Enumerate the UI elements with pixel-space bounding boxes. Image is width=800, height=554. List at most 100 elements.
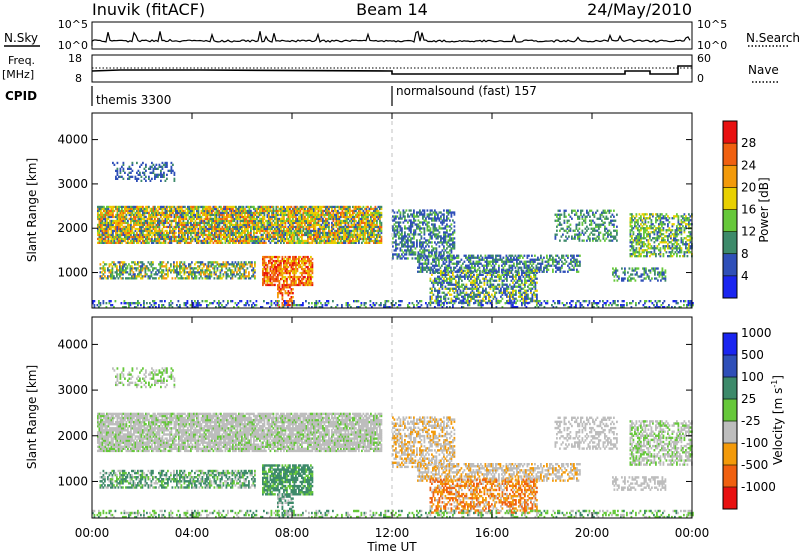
power-cell (133, 209, 135, 213)
power-cell (179, 217, 182, 221)
power-cell (206, 241, 209, 244)
power-cell (302, 239, 305, 243)
power-cell (107, 217, 110, 221)
power-cell (289, 257, 291, 261)
power-cell (248, 207, 251, 211)
power-cell (238, 223, 240, 227)
power-cell (284, 284, 287, 287)
power-cell (164, 213, 167, 217)
power-cell (101, 229, 104, 233)
power-cell (136, 219, 138, 223)
power-cell (250, 225, 252, 229)
power-cell (317, 209, 320, 213)
power-cell (460, 258, 463, 261)
power-cell (308, 241, 311, 244)
power-cell (438, 245, 441, 248)
power-cell (280, 227, 282, 231)
power-cell (158, 213, 161, 217)
power-cell (242, 231, 245, 235)
power-cell (416, 245, 418, 248)
power-cell (328, 225, 330, 229)
power-cell (250, 237, 252, 241)
power-cell (188, 215, 191, 219)
power-cell (191, 225, 194, 229)
power-cell (116, 161, 119, 165)
power-cell (103, 237, 105, 241)
power-cell (158, 207, 161, 211)
power-cell (302, 209, 305, 213)
power-cell (160, 215, 162, 219)
power-cell (319, 231, 321, 235)
power-cell (218, 231, 221, 235)
power-cell (281, 269, 284, 273)
power-cell (128, 207, 131, 211)
power-cell (139, 171, 141, 174)
power-cell (108, 265, 111, 268)
freq-tick-bottom: 8 (75, 72, 82, 85)
power-cell (314, 241, 317, 244)
power-cell (203, 233, 206, 237)
power-cell (209, 269, 211, 272)
power-cell (155, 163, 158, 166)
power-cell (191, 217, 194, 221)
power-cell (192, 269, 195, 272)
power-cell (262, 229, 264, 233)
power-cell (148, 235, 150, 239)
power-cell (232, 207, 234, 211)
power-cell (275, 233, 278, 237)
power-cell (308, 205, 311, 209)
power-cell (226, 207, 228, 211)
power-cell (161, 221, 164, 225)
power-cell (254, 223, 257, 227)
power-cell (424, 268, 427, 271)
power-cell (281, 277, 284, 281)
power-cell (284, 211, 287, 215)
power-cell (289, 241, 291, 244)
power-cell (235, 211, 237, 215)
power-cell (493, 264, 496, 267)
power-cell (151, 231, 153, 235)
power-cell (116, 171, 119, 174)
power-cell (170, 271, 172, 274)
power-cell (460, 264, 463, 267)
power-cell (198, 267, 201, 270)
power-cell (149, 209, 152, 213)
power-cell (311, 211, 314, 215)
power-cell (190, 219, 192, 223)
power-cell (257, 205, 260, 209)
power-cell (100, 237, 102, 241)
power-cell (423, 209, 426, 212)
power-cell (271, 235, 273, 239)
power-cell (173, 263, 175, 266)
power-cell (274, 273, 276, 277)
power-cell (319, 227, 321, 231)
power-cell (136, 239, 138, 243)
power-cell (289, 229, 291, 233)
power-cell (227, 207, 230, 211)
power-cell (113, 221, 116, 225)
power-cell (289, 271, 291, 275)
power-cell (298, 233, 300, 237)
power-cell (229, 213, 231, 217)
power-cell (161, 219, 164, 223)
power-cell (248, 241, 251, 244)
power-cell (438, 268, 440, 271)
power-cell (244, 207, 246, 211)
power-cell (131, 235, 134, 239)
power-cell (302, 229, 305, 233)
power-cell (148, 225, 150, 229)
power-cell (446, 243, 448, 246)
power-cell (263, 241, 266, 244)
power-cell (411, 257, 414, 260)
power-cell (435, 249, 438, 252)
power-cell (159, 267, 162, 270)
power-cell (220, 211, 222, 215)
power-cell (268, 221, 270, 225)
power-cell (307, 213, 309, 217)
power-cell (453, 268, 455, 271)
power-cell (131, 229, 134, 233)
power-cell (166, 221, 168, 225)
power-cell (293, 221, 296, 225)
power-cell (102, 261, 105, 264)
power-cell (310, 279, 312, 283)
